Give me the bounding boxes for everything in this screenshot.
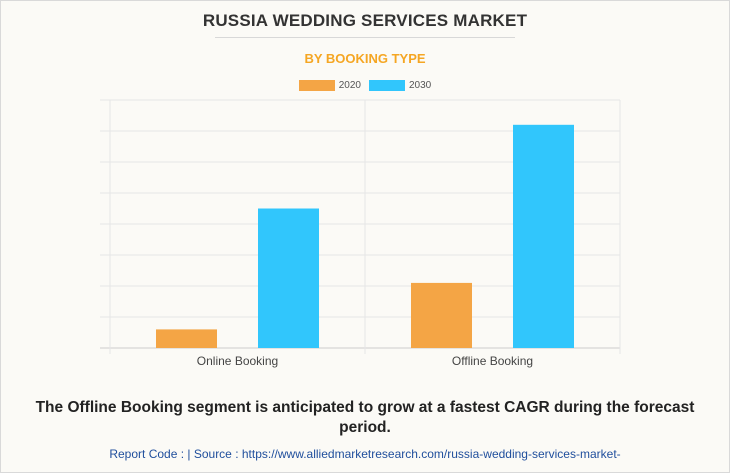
x-tick-label: Offline Booking: [452, 354, 533, 368]
legend-label-2020: 2020: [338, 80, 361, 91]
title-divider: [215, 37, 515, 38]
legend-item-2020: 2020: [298, 80, 361, 91]
chart-caption: The Offline Booking segment is anticipat…: [35, 399, 695, 436]
legend-swatch-2030: [369, 80, 405, 91]
bar-2030-offline-booking: [513, 124, 574, 348]
chart-title: RUSSIA WEDDING SERVICES MARKET: [202, 11, 528, 30]
legend-item-2030: 2030: [369, 80, 431, 91]
bar-2020-online-booking: [156, 329, 217, 348]
bar-2030-online-booking: [258, 208, 319, 348]
bar-chart: Online Booking Offline Booking: [100, 99, 621, 368]
chart-subtitle: BY BOOKING TYPE: [304, 51, 426, 66]
x-tick-label: Online Booking: [197, 354, 278, 368]
legend: 2020 2030: [0, 80, 730, 91]
legend-swatch-2020: [298, 80, 335, 91]
legend-label-2030: 2030: [409, 80, 432, 91]
source-footer: Report Code : | Source : https://www.all…: [109, 447, 621, 461]
bar-2020-offline-booking: [411, 282, 472, 348]
